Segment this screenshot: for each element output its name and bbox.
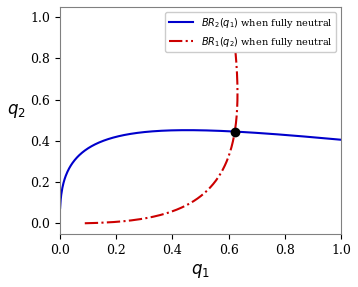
$BR_2(q_1)$ when fully neutral	[333, 137, 337, 141]
$BR_2(q_1)$ when fully neutral	[226, 129, 230, 133]
$BR_2(q_1)$ when fully neutral	[192, 129, 196, 132]
$BR_2(q_1)$ when fully neutral	[194, 129, 198, 132]
$BR_2(q_1)$ when fully neutral	[211, 129, 215, 132]
$BR_1(q_2)$ when fully neutral	[235, 99, 240, 102]
Line: $BR_1(q_2)$ when fully neutral: $BR_1(q_2)$ when fully neutral	[85, 17, 237, 223]
Y-axis label: $q_2$: $q_2$	[7, 102, 26, 120]
$BR_2(q_1)$ when fully neutral	[58, 206, 62, 210]
X-axis label: $q_1$: $q_1$	[191, 262, 210, 280]
$BR_1(q_2)$ when fully neutral	[235, 110, 239, 114]
$BR_1(q_2)$ when fully neutral	[230, 20, 234, 24]
$BR_2(q_1)$ when fully neutral	[339, 138, 343, 141]
$BR_1(q_2)$ when fully neutral	[233, 53, 238, 56]
$BR_2(q_1)$ when fully neutral	[185, 129, 189, 132]
$BR_2(q_1)$ when fully neutral	[289, 134, 293, 137]
$BR_1(q_2)$ when fully neutral	[229, 15, 234, 19]
$BR_1(q_2)$ when fully neutral	[233, 124, 238, 127]
$BR_1(q_2)$ when fully neutral	[234, 123, 238, 126]
$BR_1(q_2)$ when fully neutral	[83, 222, 87, 225]
Legend: $BR_2(q_1)$ when fully neutral, $BR_1(q_2)$ when fully neutral: $BR_2(q_1)$ when fully neutral, $BR_1(q_…	[165, 12, 336, 53]
Line: $BR_2(q_1)$ when fully neutral: $BR_2(q_1)$ when fully neutral	[60, 130, 341, 208]
